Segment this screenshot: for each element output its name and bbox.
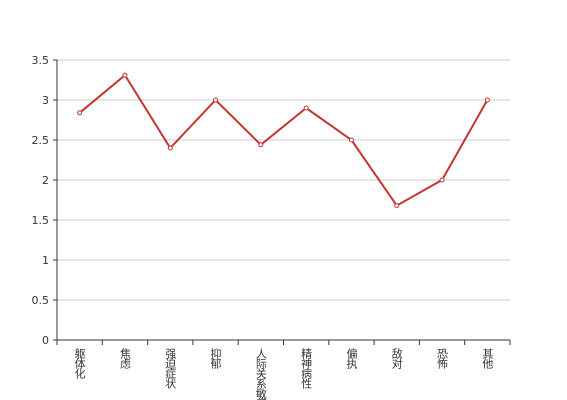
point [258, 142, 264, 148]
point [348, 137, 354, 143]
point [303, 105, 309, 111]
y-tick-label: 3.5 [32, 54, 50, 67]
point [213, 97, 219, 103]
y-tick-label: 3 [42, 94, 49, 107]
point [122, 72, 128, 78]
y-tick-label: 1 [42, 254, 49, 267]
point [484, 97, 490, 103]
line [79, 73, 489, 207]
x-tick-label: 强迫症状 [164, 348, 177, 389]
y-tick-label: 2 [42, 174, 49, 187]
point [167, 145, 173, 151]
point [394, 203, 400, 209]
x-tick-label: 人际关系敏感 [254, 348, 267, 400]
x-tick-label: 偏执 [345, 347, 358, 370]
x-tick-label: 敌对 [390, 347, 403, 369]
x-tick-label: 其他 [481, 348, 494, 369]
x-tick-label: 精神病性 [300, 348, 313, 390]
y-tick-label: 1.5 [32, 214, 50, 227]
x-tick-label: 焦虑 [118, 348, 131, 369]
point [439, 177, 445, 183]
y-tick-label: 2.5 [32, 134, 50, 147]
x-tick-label: 躯体化 [73, 348, 86, 380]
x-tick-label: 恐怖 [436, 348, 449, 369]
point [77, 110, 83, 116]
y-tick-label: 0.5 [32, 294, 50, 307]
x-tick-label: 抑郁 [209, 347, 222, 369]
y-tick-label: 0 [42, 334, 49, 347]
